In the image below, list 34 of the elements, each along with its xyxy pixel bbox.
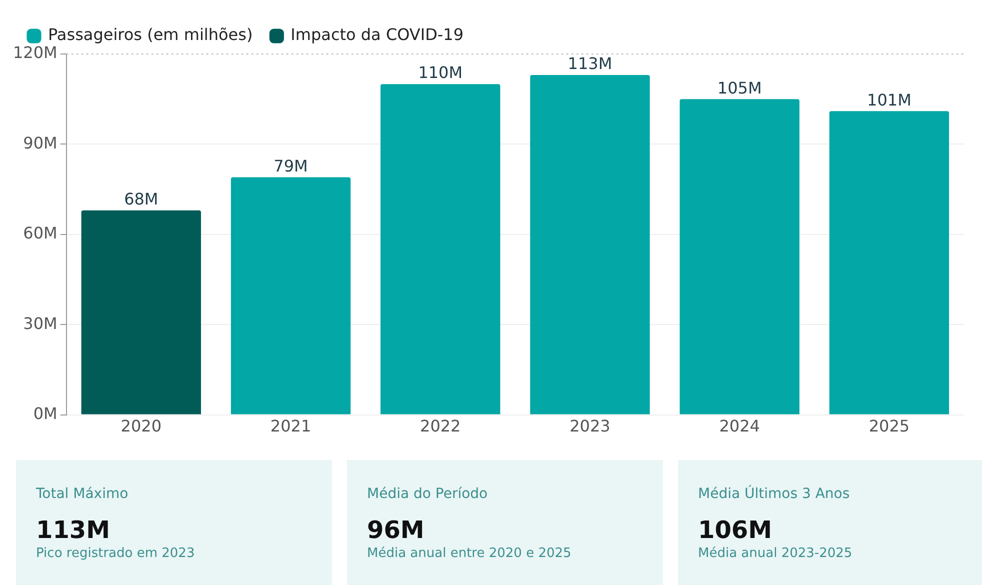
x-tick-label: 2021 — [270, 416, 312, 436]
data-label: 113M — [568, 54, 612, 74]
y-tick-label: 0M — [33, 404, 58, 423]
text: Pico registrado em 2023 — [36, 546, 196, 561]
bar — [680, 99, 800, 414]
text: Média Últimos 3 Anos — [698, 486, 851, 502]
data-label: 110M — [418, 63, 463, 82]
data-label: 105M — [717, 78, 762, 98]
bar — [380, 84, 500, 414]
text: 96M — [367, 516, 426, 544]
bar — [230, 177, 351, 414]
data-label: 101M — [867, 90, 912, 110]
text: Total Máximo — [36, 486, 130, 502]
legend-label: Passageiros (em milhões) — [48, 25, 253, 44]
bar — [530, 75, 650, 414]
y-tick-label: 30M — [23, 314, 58, 333]
data-label: 79M — [274, 156, 308, 176]
text: 113M — [36, 516, 111, 544]
y-tick-label: 120M — [13, 43, 58, 62]
x-tick-label: 2022 — [420, 416, 461, 436]
text: Média do Período — [367, 486, 489, 502]
x-tick-label: 2020 — [120, 416, 162, 436]
x-tick-label: 2025 — [868, 416, 910, 436]
text: Média anual 2023-2025 — [698, 546, 854, 561]
legend-label: Impacto da COVID-19 — [290, 25, 464, 44]
bar — [829, 111, 950, 414]
x-tick-label: 2023 — [570, 416, 610, 436]
text: 106M — [698, 516, 773, 544]
y-tick-label: 60M — [23, 224, 58, 243]
x-tick-label: 2024 — [719, 416, 760, 436]
data-label: 68M — [124, 190, 158, 209]
y-tick-label: 90M — [23, 133, 58, 152]
text: Média anual entre 2020 e 2025 — [367, 546, 572, 561]
bar — [81, 210, 201, 414]
